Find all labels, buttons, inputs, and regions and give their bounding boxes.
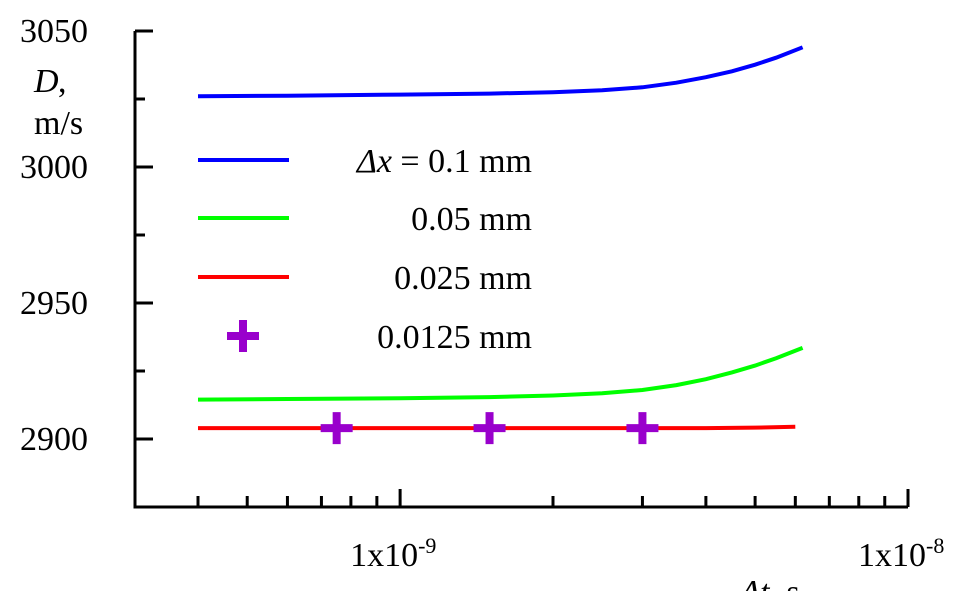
- legend-label-3: 0.0125 mm: [377, 319, 532, 356]
- data-point-marker: [320, 412, 353, 445]
- x-axis-label-comma: ,: [769, 574, 786, 591]
- data-point-marker: [473, 412, 506, 445]
- x-tick-label-base: 1x10: [858, 537, 926, 574]
- x-tick-label-base: 1x10: [350, 537, 418, 574]
- x-tick-label-exponent: -8: [926, 533, 944, 558]
- y-tick-label: 3050: [20, 13, 88, 50]
- legend: Δx = 0.1 mm 0.05 mm 0.025 mm 0.0125 mm: [198, 143, 532, 356]
- y-axis-label-symbol: D: [33, 63, 59, 100]
- legend-label-1: 0.05 mm: [411, 201, 532, 238]
- axes: [133, 31, 908, 509]
- legend-swatch-marker: [227, 320, 259, 352]
- y-axis-label-unit: m/s: [34, 105, 83, 142]
- x-tick-label: 1x10-9: [350, 533, 436, 574]
- legend-series-name: 0.025 mm: [394, 260, 532, 297]
- x-axis-label-symbol: Δt: [738, 574, 771, 591]
- y-tick-label: 2950: [20, 285, 88, 322]
- legend-prefix-symbol: Δx: [355, 143, 392, 180]
- legend-label-2: 0.025 mm: [394, 260, 532, 297]
- legend-series-name: 0.05 mm: [411, 201, 532, 238]
- y-tick-label: 2900: [20, 421, 88, 458]
- series-line-0: [197, 45, 804, 99]
- series: [197, 45, 804, 445]
- legend-series-name: 0.0125 mm: [377, 319, 532, 356]
- data-point-marker: [626, 412, 659, 445]
- y-tick-label: 3000: [20, 149, 88, 186]
- series-line-1: [197, 346, 804, 402]
- x-axis-label: Δt, s: [738, 574, 800, 591]
- x-tick-label-exponent: -9: [418, 533, 436, 558]
- legend-label-0: Δx = 0.1 mm: [355, 143, 532, 180]
- legend-prefix-eq: =: [392, 143, 428, 180]
- legend-series-name: 0.1 mm: [428, 143, 532, 180]
- x-axis-label-unit: s: [786, 574, 799, 591]
- x-tick-label: 1x10-8: [858, 533, 944, 574]
- y-axis-label-comma: ,: [58, 63, 67, 100]
